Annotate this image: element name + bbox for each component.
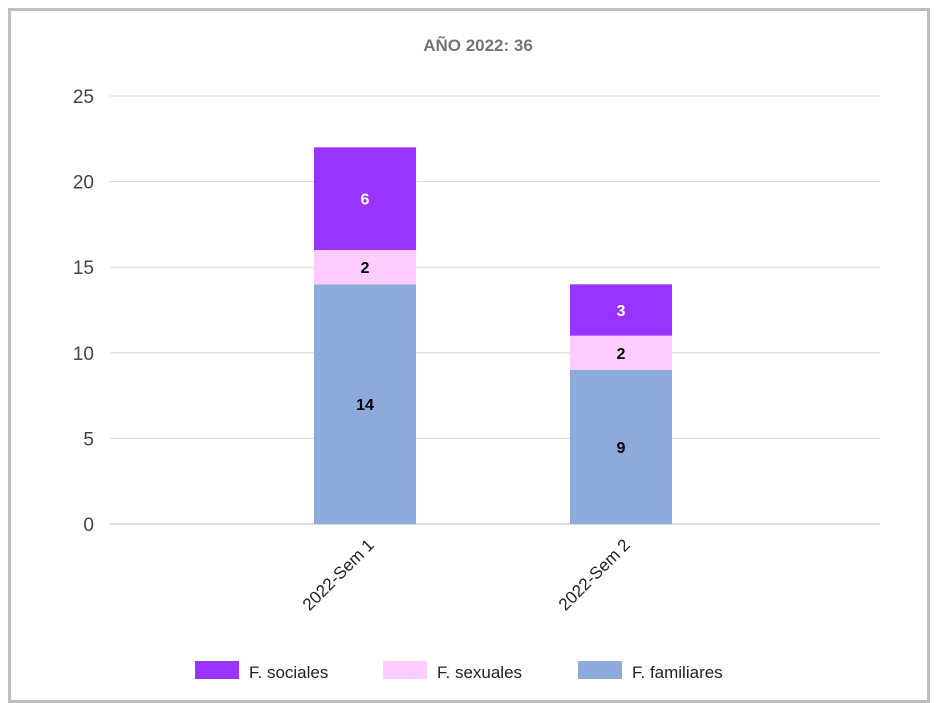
legend: F. sociales F. sexuales F. familiares xyxy=(195,661,723,682)
data-label: 14 xyxy=(356,397,374,414)
y-tick-label: 15 xyxy=(73,258,94,279)
data-label: 2 xyxy=(617,346,626,363)
data-label: 9 xyxy=(617,440,626,457)
legend-item: F. sexuales xyxy=(383,661,522,682)
x-tick-label: 2022-Sem 1 xyxy=(299,535,378,614)
bar-segment xyxy=(314,250,416,285)
y-tick-label: 0 xyxy=(83,515,94,536)
y-tick-label: 10 xyxy=(73,344,94,365)
gridlines xyxy=(110,95,880,525)
legend-swatch xyxy=(383,661,427,679)
bar-segment xyxy=(570,335,672,370)
y-axis: 0 5 10 15 20 25 xyxy=(73,87,94,536)
bar-segment xyxy=(570,284,672,336)
data-label: 3 xyxy=(617,303,626,320)
legend-swatch xyxy=(195,661,239,679)
x-tick-label: 2022-Sem 2 xyxy=(555,535,634,614)
bar-segment xyxy=(570,369,672,524)
legend-label: F. sociales xyxy=(249,663,328,682)
data-label: 6 xyxy=(361,192,370,209)
legend-item: F. sociales xyxy=(195,661,328,682)
y-tick-label: 25 xyxy=(73,87,94,108)
chart-frame xyxy=(8,8,930,703)
chart-title: AÑO 2022: 36 xyxy=(423,35,533,55)
bar-segment xyxy=(314,147,416,251)
data-label: 2 xyxy=(361,260,370,277)
x-axis: 2022-Sem 1 2022-Sem 2 xyxy=(299,535,634,614)
bars xyxy=(314,147,672,524)
legend-label: F. sexuales xyxy=(437,663,522,682)
legend-item: F. familiares xyxy=(578,661,723,682)
y-tick-label: 5 xyxy=(83,429,94,450)
y-tick-label: 20 xyxy=(73,173,94,194)
legend-label: F. familiares xyxy=(632,663,723,682)
data-labels: 14 2 6 9 2 3 xyxy=(356,192,625,457)
legend-swatch xyxy=(578,661,622,679)
bar-segment xyxy=(314,284,416,524)
